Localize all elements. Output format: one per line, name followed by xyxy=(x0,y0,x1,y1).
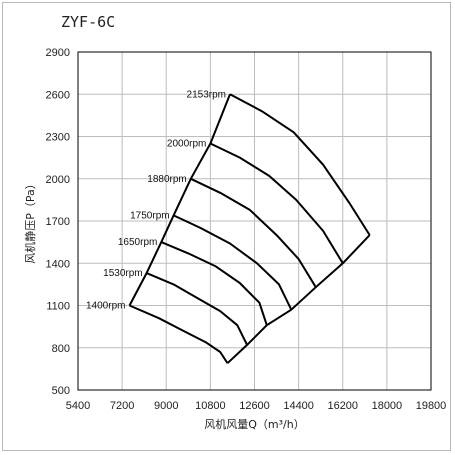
y-tick-label: 2300 xyxy=(46,132,70,144)
curves xyxy=(128,93,371,364)
curve-1530rpm xyxy=(146,272,248,346)
x-tick-label: 7200 xyxy=(110,400,134,412)
boundary-curve xyxy=(226,234,371,364)
x-tick-label: 16200 xyxy=(327,400,358,412)
x-tick-label: 12600 xyxy=(239,400,270,412)
y-tick-label: 2600 xyxy=(46,89,70,101)
curve-2153rpm xyxy=(229,93,371,236)
rpm-label: 2000rpm xyxy=(167,139,206,150)
y-tick-label: 2000 xyxy=(46,174,70,186)
y-tick-label: 1100 xyxy=(46,301,70,313)
rpm-label: 1880rpm xyxy=(147,174,186,185)
y-tick-label: 2900 xyxy=(46,47,70,59)
chart-title: ZYF-6C xyxy=(61,13,116,31)
x-tick-label: 9000 xyxy=(154,400,178,412)
chart-frame: ZYF-6C xyxy=(2,2,451,451)
curve-1880rpm xyxy=(190,177,317,288)
rpm-label: 1530rpm xyxy=(103,268,142,279)
rpm-labels: 2153rpm 2000rpm 1880rpm 1750rpm 1650rpm 1530r… xyxy=(86,89,226,311)
rpm-label: 1650rpm xyxy=(118,237,157,248)
axis-ticks: 5400 7200 9000 10800 12600 14400 16200 18000 198… xyxy=(46,47,447,412)
x-tick-label: 18000 xyxy=(372,400,403,412)
y-tick-label: 1700 xyxy=(46,216,70,228)
curve-1750rpm xyxy=(173,214,293,311)
x-tick-label: 14400 xyxy=(283,400,314,412)
rpm-label: 2153rpm xyxy=(187,89,226,100)
x-axis-label: 风机风量Q（m³/h） xyxy=(204,417,304,431)
curve-1400rpm xyxy=(129,304,229,364)
y-tick-label: 500 xyxy=(52,385,70,397)
x-tick-label: 5400 xyxy=(66,400,90,412)
curve-1650rpm xyxy=(160,241,268,326)
rpm-label: 1750rpm xyxy=(130,210,169,221)
y-tick-label: 800 xyxy=(52,343,70,355)
rpm-label: 1400rpm xyxy=(86,301,125,312)
x-tick-label: 19800 xyxy=(416,400,447,412)
y-tick-label: 1400 xyxy=(46,258,70,270)
y-axis-label: 风机静压P（Pa） xyxy=(23,178,37,264)
curve-2000rpm xyxy=(209,142,344,264)
plot-area xyxy=(77,51,432,391)
x-tick-label: 10800 xyxy=(195,400,226,412)
boundary-curve xyxy=(128,93,231,306)
